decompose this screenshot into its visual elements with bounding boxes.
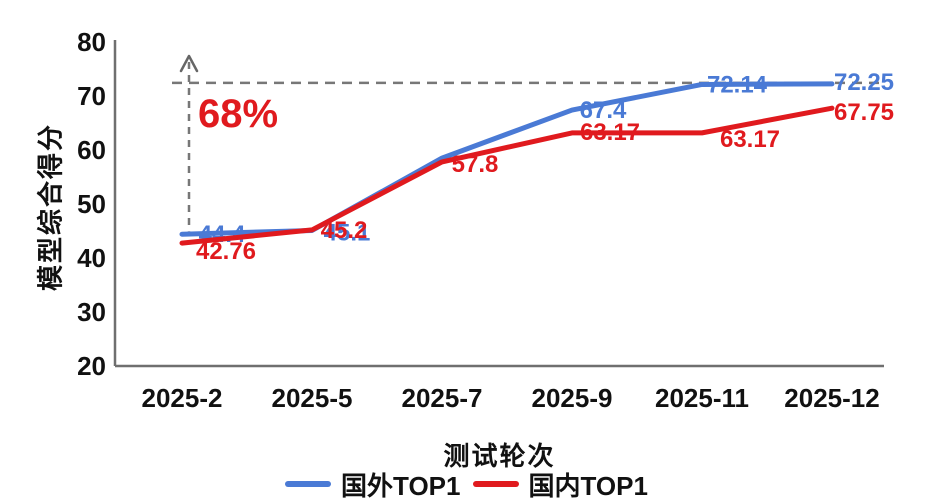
legend-label-domestic-top1: 国内TOP1 [528, 470, 648, 501]
x-tick-label: 2025-11 [655, 383, 749, 413]
series-line-国外TOP1 [179, 81, 835, 237]
y-tick-label: 80 [77, 27, 106, 57]
x-tick-label: 2025-2 [142, 383, 223, 413]
series-line-国内TOP1 [179, 105, 835, 246]
legend-label-foreign-top1: 国外TOP1 [341, 470, 461, 501]
y-tick-label: 40 [77, 243, 106, 273]
legend-item-foreign-top1: 国外TOP1 [285, 466, 461, 503]
y-tick-label: 50 [77, 189, 106, 219]
y-axis-title: 模型综合得分 [35, 122, 66, 292]
x-tick-label: 2025-7 [402, 383, 483, 413]
data-label-国内TOP1-2025-12: 67.75 [834, 99, 894, 126]
y-tick-label: 20 [77, 351, 106, 381]
x-tick-label: 2025-5 [272, 383, 353, 413]
y-tick-label: 60 [77, 135, 106, 165]
legend-item-domestic-top1: 国内TOP1 [472, 466, 648, 503]
chart-legend: 国外TOP1 国内TOP1 [0, 466, 933, 503]
y-tick-label: 70 [77, 81, 106, 111]
foreign-top1-line-swatch-icon [285, 481, 332, 487]
x-tick-label: 2025-12 [784, 383, 879, 413]
growth-percent-label: 68% [198, 92, 278, 136]
domestic-top1-line-swatch-icon [472, 481, 519, 487]
x-tick-label: 2025-9 [532, 383, 613, 413]
x-axis-title: 测试轮次 [443, 441, 556, 471]
data-label-国外TOP1-2025-5: 45.1 [324, 219, 371, 246]
data-label-国外TOP1-2025-12: 72.25 [834, 69, 894, 96]
growth-arrow-head-icon [179, 54, 199, 73]
data-label-国内TOP1-2025-11: 63.17 [720, 126, 780, 153]
y-tick-label: 30 [77, 297, 106, 327]
